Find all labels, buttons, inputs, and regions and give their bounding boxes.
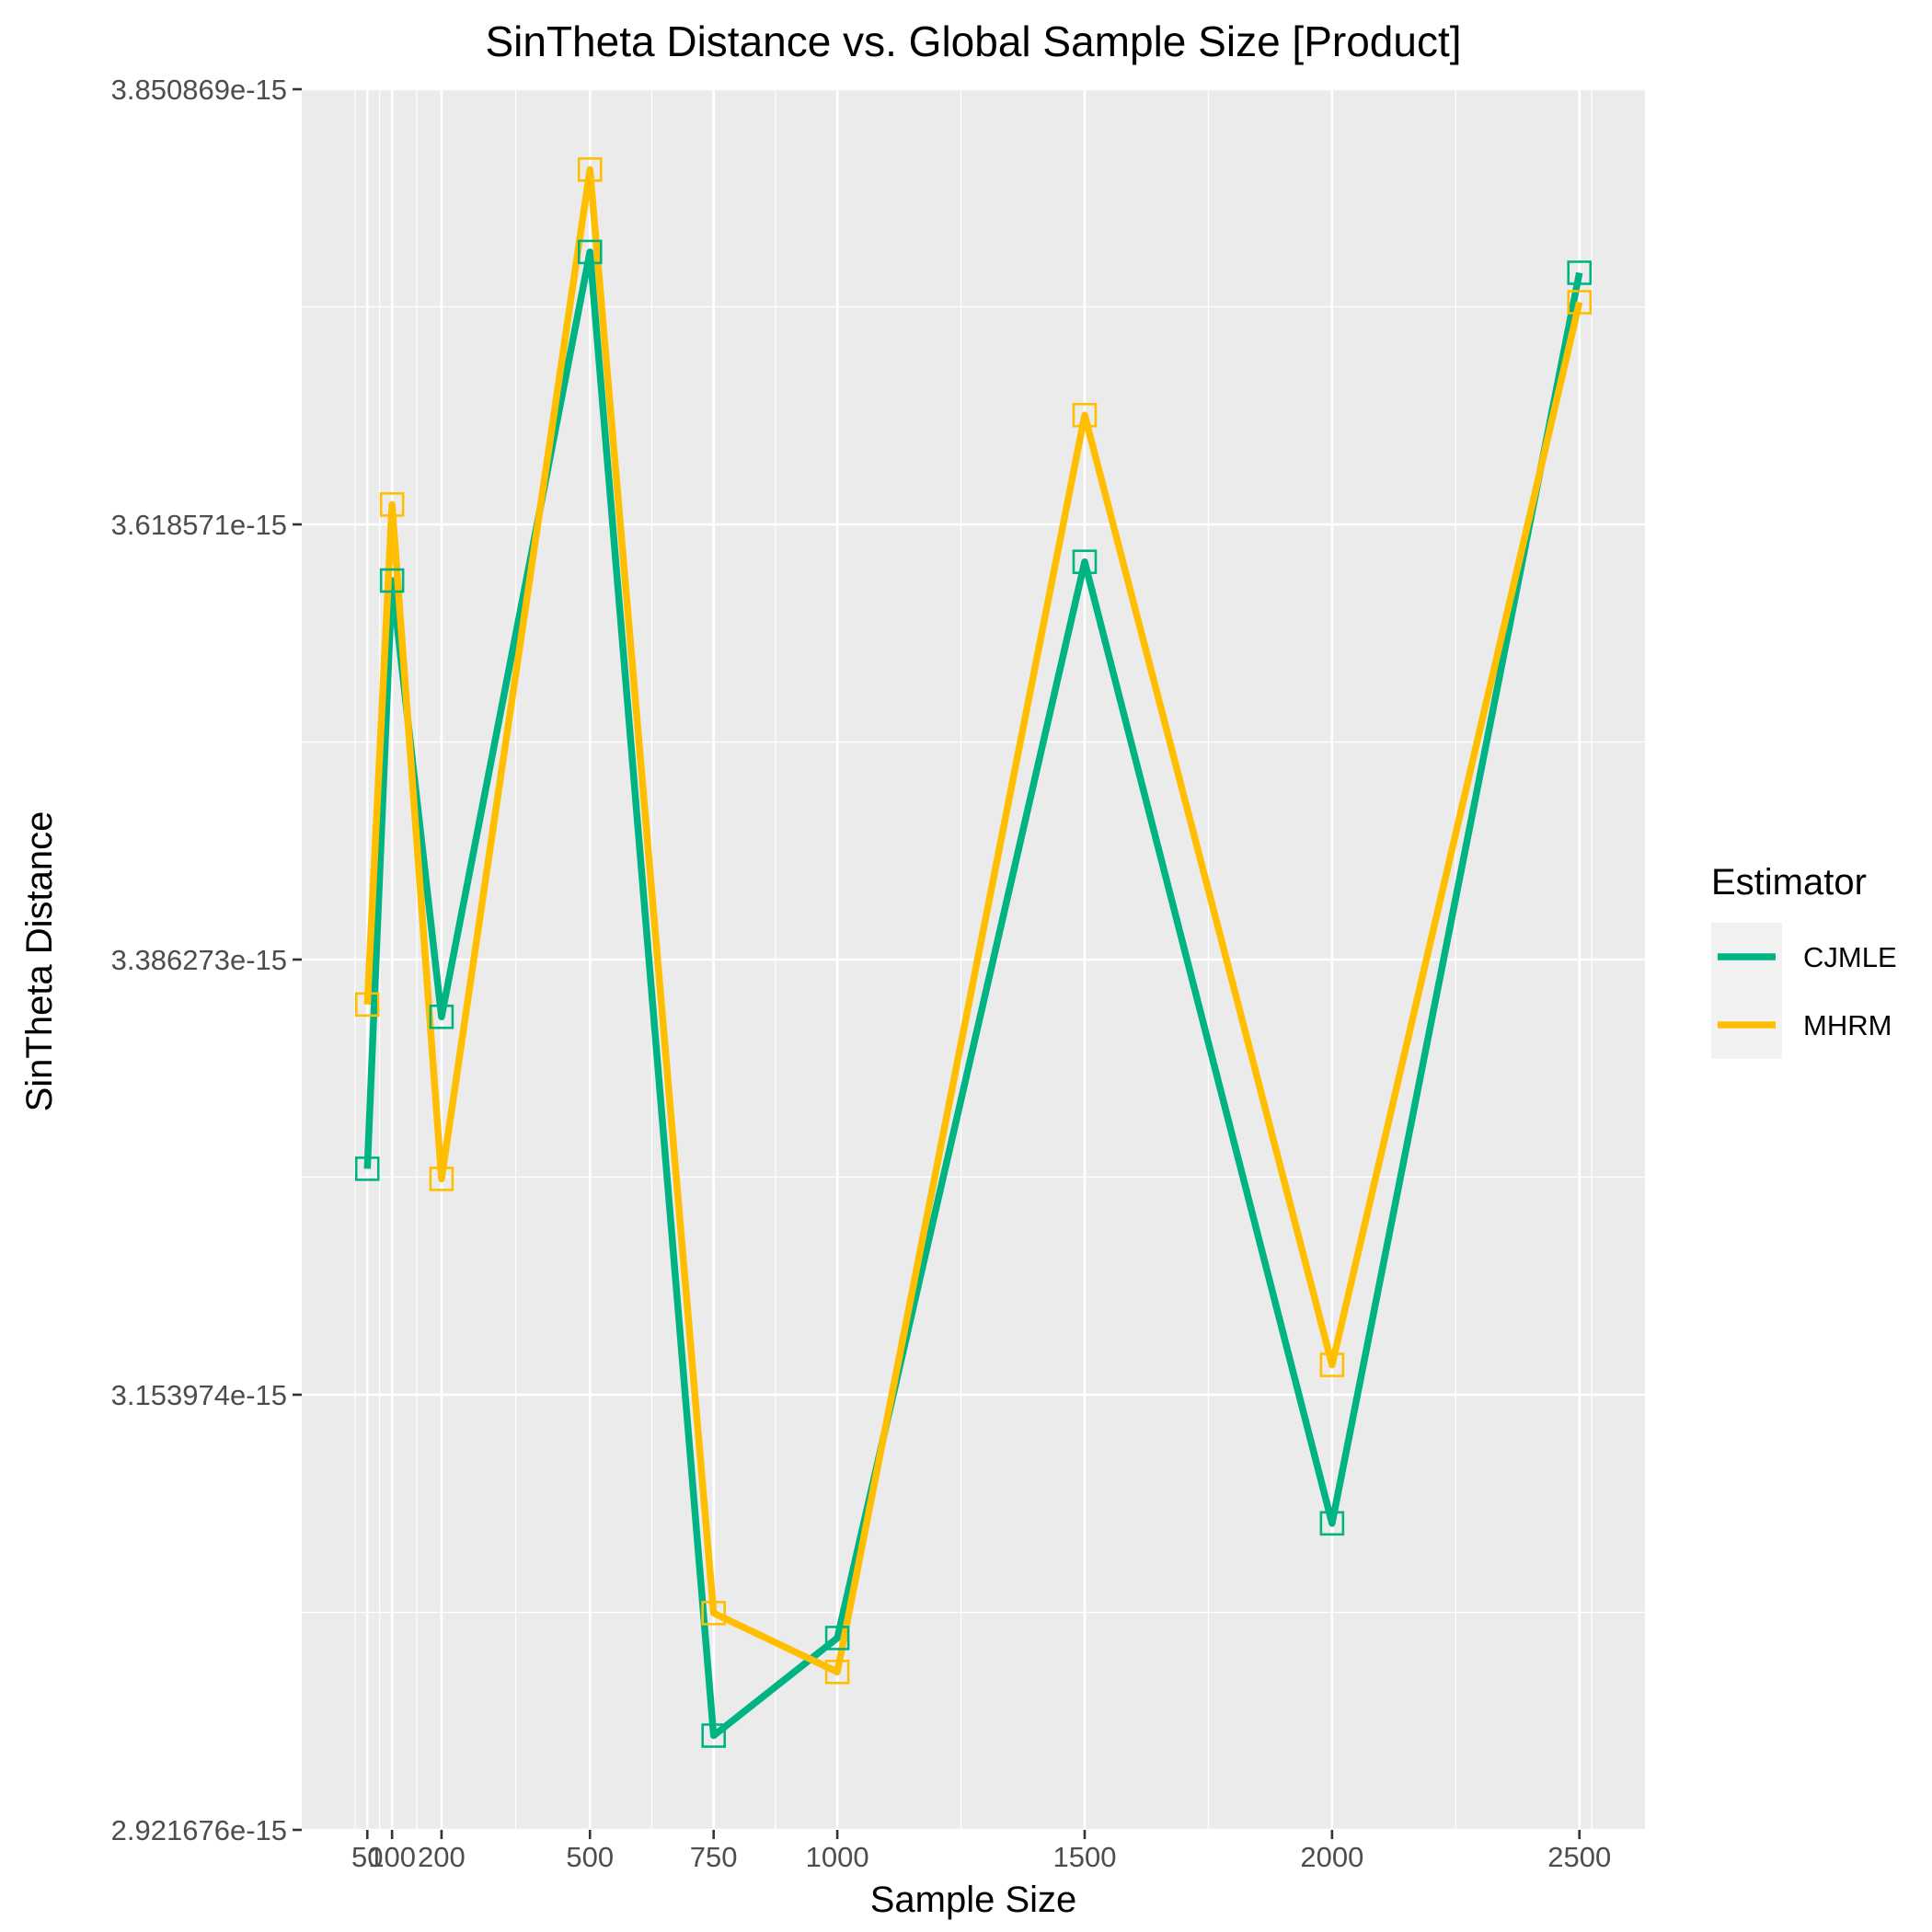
data-point-mhrm (1072, 402, 1098, 428)
data-point-mhrm (701, 1601, 726, 1626)
data-point-mhrm (577, 156, 603, 182)
data-point-cjmle (354, 1156, 380, 1181)
y-tick-label: 3.850869e-15 (111, 74, 287, 106)
y-axis: 2.921676e-15 3.153974e-15 3.386273e-15 3.61… (111, 74, 302, 1846)
y-axis-title: SinTheta Distance (19, 811, 60, 1112)
x-tick-label: 1000 (806, 1841, 869, 1873)
x-tick-label: 50 (351, 1841, 383, 1873)
chart-title: SinTheta Distance vs. Global Sample Size… (485, 17, 1461, 65)
x-tick-label: 2500 (1547, 1841, 1611, 1873)
x-tick-label: 200 (418, 1841, 466, 1873)
data-point-cjmle (577, 239, 603, 265)
x-tick-label: 750 (690, 1841, 738, 1873)
y-tick-label: 3.153974e-15 (111, 1379, 287, 1411)
legend-label-cjmle: CJMLE (1803, 941, 1897, 973)
data-point-cjmle (429, 1004, 454, 1029)
data-point-cjmle (379, 568, 405, 593)
data-point-mhrm (824, 1660, 850, 1685)
legend-title: Estimator (1711, 862, 1867, 903)
x-tick-label: 2000 (1300, 1841, 1363, 1873)
x-tick-label: 1500 (1053, 1841, 1117, 1873)
x-tick-label: 100 (368, 1841, 416, 1873)
data-point-mhrm (1319, 1352, 1345, 1377)
y-tick-label: 3.386273e-15 (111, 944, 287, 976)
data-point-cjmle (1072, 549, 1098, 574)
series-layer (354, 156, 1593, 1748)
data-point-cjmle (701, 1723, 726, 1748)
data-point-cjmle (824, 1626, 850, 1650)
data-point-mhrm (1567, 290, 1593, 315)
y-tick-label: 3.618571e-15 (111, 509, 287, 541)
data-point-mhrm (379, 492, 405, 517)
x-tick-label: 500 (566, 1841, 614, 1873)
legend: Estimator CJMLE MHRM (1711, 862, 1897, 1059)
data-point-mhrm (354, 992, 380, 1018)
data-point-cjmle (1319, 1511, 1345, 1536)
legend-key-background (1711, 923, 1782, 1059)
data-point-mhrm (429, 1167, 454, 1191)
y-tick-label: 2.921676e-15 (111, 1814, 287, 1846)
legend-label-mhrm: MHRM (1803, 1009, 1892, 1041)
series-line-mhrm (363, 166, 1583, 1676)
data-point-cjmle (1567, 260, 1593, 285)
x-axis-title: Sample Size (870, 1880, 1077, 1920)
